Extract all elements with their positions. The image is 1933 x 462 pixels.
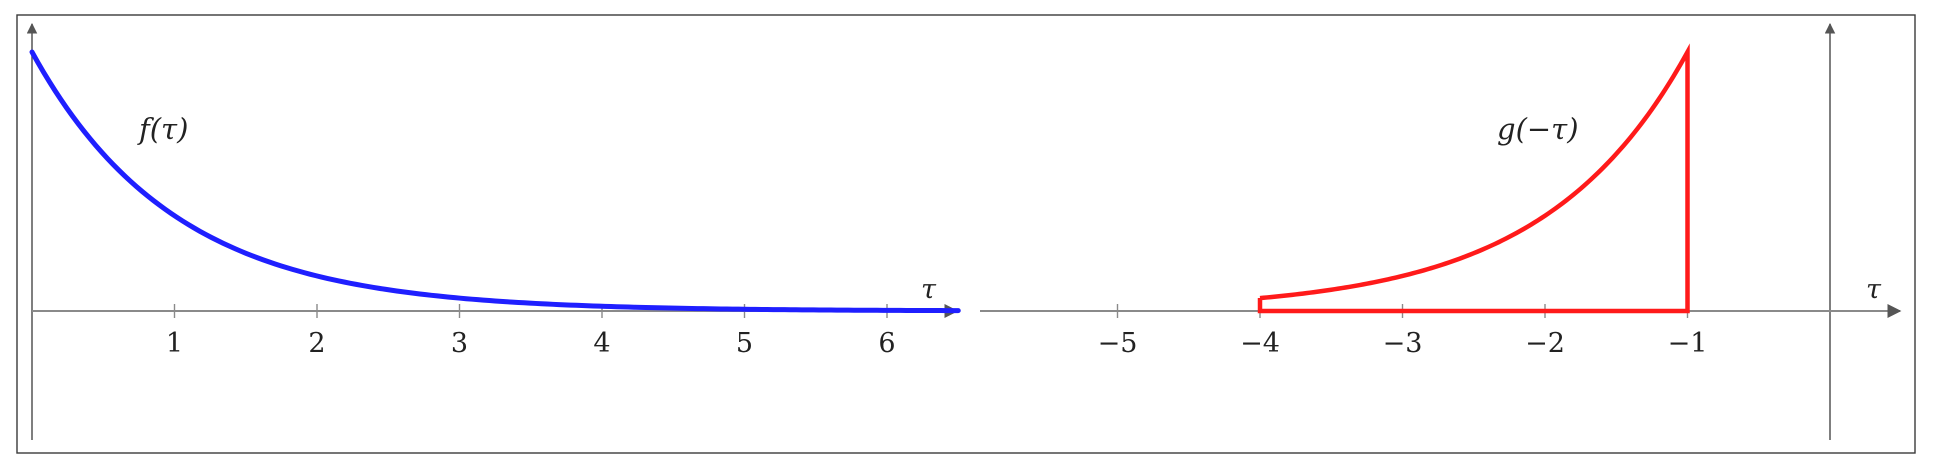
right-axis-label: τ xyxy=(1866,274,1882,305)
left-tick-label: 3 xyxy=(451,328,468,359)
left-tick-label: 5 xyxy=(736,328,753,359)
series-line-g xyxy=(1257,43,1690,314)
series-line-f xyxy=(29,49,961,314)
left-tick-label: 1 xyxy=(166,328,183,359)
left-tick-label: 2 xyxy=(308,328,325,359)
right-ticks: −5 −4 −3 −2 −1 xyxy=(1098,304,1708,359)
left-function-label: f(τ) xyxy=(137,112,188,146)
right-plot: −5 −4 −3 −2 −1 g(−τ) τ xyxy=(980,22,1902,440)
right-tick-label: −1 xyxy=(1668,328,1708,359)
left-axis-label: τ xyxy=(921,274,937,305)
left-tick-label: 4 xyxy=(593,328,610,359)
right-tick-label: −4 xyxy=(1240,328,1280,359)
right-tick-label: −2 xyxy=(1525,328,1565,359)
right-tick-label: −5 xyxy=(1098,328,1138,359)
figure-frame xyxy=(16,14,1916,454)
left-plot: 1 2 3 4 5 6 f(τ) τ xyxy=(26,22,961,440)
right-function-label: g(−τ) xyxy=(1497,112,1579,146)
right-tick-label: −3 xyxy=(1383,328,1423,359)
left-ticks: 1 2 3 4 5 6 xyxy=(166,304,896,359)
left-tick-label: 6 xyxy=(878,328,895,359)
